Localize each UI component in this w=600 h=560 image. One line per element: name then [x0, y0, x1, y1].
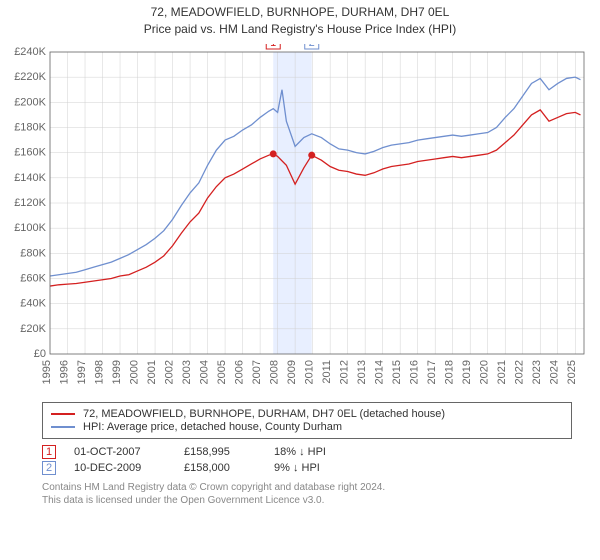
sale-date: 01-OCT-2007: [74, 446, 184, 458]
chart-svg: £0 £20K £40K £60K £80K £100K £120K £140K £160K £1…: [8, 44, 592, 394]
legend-label: HPI: Average price, detached house, Coun…: [83, 421, 342, 433]
y-tick-label: £120K: [14, 197, 46, 209]
sale-marker-label-2: 2: [309, 44, 315, 49]
sale-badge: 2: [42, 461, 56, 475]
sale-diff: 9% ↓ HPI: [274, 462, 572, 474]
sales-table: 1 01-OCT-2007£158,99518% ↓ HPI 2 10-DEC-200…: [42, 445, 572, 475]
x-tick-label: 2011: [321, 360, 333, 384]
x-tick-label: 2021: [496, 360, 508, 384]
y-tick-label: £100K: [14, 222, 46, 234]
sale-marker-label-1: 1: [270, 44, 276, 49]
legend-swatch: [51, 426, 75, 428]
x-tick-label: 2004: [199, 360, 211, 384]
x-tick-label: 1998: [94, 360, 106, 384]
x-tick-label: 2009: [286, 360, 298, 384]
x-tick-label: 2020: [479, 360, 491, 384]
x-tick-label: 2024: [549, 360, 561, 384]
x-tick-label: 2007: [251, 360, 263, 384]
x-tick-label: 2018: [444, 360, 456, 384]
chart-header: 72, MEADOWFIELD, BURNHOPE, DURHAM, DH7 0…: [0, 0, 600, 38]
price-chart: £0 £20K £40K £60K £80K £100K £120K £140K £160K £1…: [8, 44, 592, 394]
x-tick-label: 2023: [531, 360, 543, 384]
x-tick-label: 2008: [269, 360, 281, 384]
x-tick-label: 2025: [566, 360, 578, 384]
y-tick-label: £180K: [14, 121, 46, 133]
sale-price: £158,000: [184, 462, 274, 474]
x-tick-label: 2017: [426, 360, 438, 384]
sale-point-2: [308, 151, 315, 158]
x-tick-label: 2012: [339, 360, 351, 384]
series-hpi: [50, 77, 580, 276]
legend-item: 72, MEADOWFIELD, BURNHOPE, DURHAM, DH7 0…: [51, 408, 563, 420]
sale-row: 1 01-OCT-2007£158,99518% ↓ HPI: [42, 445, 572, 459]
x-tick-label: 2003: [181, 360, 193, 384]
footer-line-1: Contains HM Land Registry data © Crown c…: [42, 481, 572, 494]
x-tick-label: 2000: [129, 360, 141, 384]
legend-swatch: [51, 413, 75, 415]
x-tick-label: 2019: [461, 360, 473, 384]
y-tick-label: £80K: [20, 247, 46, 259]
x-tick-label: 2022: [514, 360, 526, 384]
x-tick-label: 2006: [234, 360, 246, 384]
footer-line-2: This data is licensed under the Open Gov…: [42, 494, 572, 507]
sale-row: 2 10-DEC-2009£158,0009% ↓ HPI: [42, 461, 572, 475]
sale-badge: 1: [42, 445, 56, 459]
y-tick-label: £20K: [20, 322, 46, 334]
legend: 72, MEADOWFIELD, BURNHOPE, DURHAM, DH7 0…: [42, 402, 572, 439]
y-tick-label: £60K: [20, 272, 46, 284]
sale-price: £158,995: [184, 446, 274, 458]
y-tick-label: £240K: [14, 46, 46, 58]
title-line-2: Price paid vs. HM Land Registry's House …: [0, 21, 600, 38]
x-tick-label: 2013: [356, 360, 368, 384]
x-tick-label: 2016: [409, 360, 421, 384]
y-tick-label: £40K: [20, 297, 46, 309]
x-tick-label: 2005: [216, 360, 228, 384]
y-tick-label: £160K: [14, 146, 46, 158]
x-tick-label: 1999: [111, 360, 123, 384]
legend-item: HPI: Average price, detached house, Coun…: [51, 421, 563, 433]
sale-diff: 18% ↓ HPI: [274, 446, 572, 458]
sale-date: 10-DEC-2009: [74, 462, 184, 474]
x-tick-label: 1997: [76, 360, 88, 384]
legend-label: 72, MEADOWFIELD, BURNHOPE, DURHAM, DH7 0…: [83, 408, 445, 420]
x-tick-label: 2001: [146, 360, 158, 384]
x-tick-label: 2010: [304, 360, 316, 384]
x-tick-label: 1995: [41, 360, 53, 384]
series-subject: [50, 109, 580, 285]
x-tick-label: 2015: [391, 360, 403, 384]
y-tick-label: £220K: [14, 71, 46, 83]
y-tick-label: £200K: [14, 96, 46, 108]
x-tick-label: 2014: [374, 360, 386, 384]
y-tick-label: £140K: [14, 171, 46, 183]
title-line-1: 72, MEADOWFIELD, BURNHOPE, DURHAM, DH7 0…: [0, 4, 600, 21]
x-tick-label: 1996: [59, 360, 71, 384]
sale-point-1: [270, 150, 277, 157]
x-tick-label: 2002: [164, 360, 176, 384]
data-attribution: Contains HM Land Registry data © Crown c…: [42, 481, 572, 507]
y-tick-label: £0: [34, 348, 46, 360]
